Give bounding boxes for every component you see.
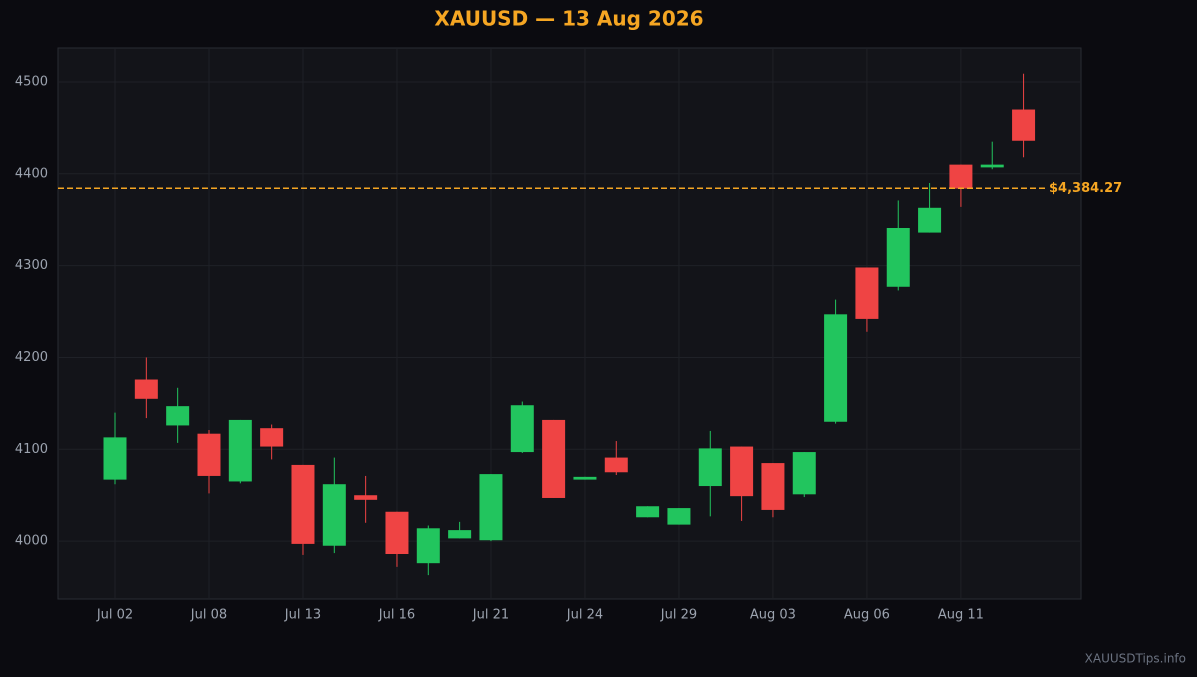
- candle-body: [1012, 109, 1036, 141]
- candle-body: [322, 484, 346, 546]
- candle-body: [416, 528, 440, 564]
- candle-body: [542, 419, 566, 498]
- x-tick-label: Jul 13: [284, 608, 321, 623]
- candle-body: [166, 406, 190, 426]
- candle-body: [949, 164, 973, 189]
- candle-body: [228, 419, 252, 482]
- candle-body: [980, 164, 1004, 168]
- candle-body: [761, 463, 785, 510]
- x-tick-label: Jul 08: [190, 608, 227, 623]
- x-tick-label: Jul 29: [660, 608, 697, 623]
- candle-body: [573, 476, 597, 480]
- candle-body: [291, 464, 315, 544]
- x-tick-label: Aug 06: [844, 608, 890, 623]
- candle-body: [448, 530, 472, 539]
- candle-body: [103, 437, 127, 480]
- candle-body: [698, 448, 722, 487]
- x-tick-label: Jul 24: [566, 608, 603, 623]
- candle-body: [636, 506, 660, 518]
- candle-body: [197, 433, 221, 476]
- x-tick-label: Aug 03: [750, 608, 796, 623]
- candle-body: [479, 474, 503, 541]
- x-tick-label: Jul 21: [472, 608, 509, 623]
- candle-body: [824, 314, 848, 422]
- candle-body: [354, 495, 378, 500]
- candle-body: [510, 405, 534, 453]
- y-tick-label: 4500: [15, 74, 48, 89]
- y-tick-label: 4000: [15, 534, 48, 549]
- y-tick-label: 4200: [15, 350, 48, 365]
- candle-body: [918, 207, 942, 233]
- reference-label: $4,384.27: [1049, 181, 1122, 196]
- y-tick-label: 4400: [15, 166, 48, 181]
- chart-title: XAUUSD — 13 Aug 2026: [434, 7, 703, 31]
- candle-body: [604, 457, 628, 473]
- y-tick-label: 4300: [15, 258, 48, 273]
- y-tick-label: 4100: [15, 442, 48, 457]
- candle-body: [260, 428, 284, 447]
- candle-body: [792, 452, 816, 495]
- candle-body: [886, 227, 910, 287]
- candle-body: [730, 446, 754, 497]
- candle-body: [667, 508, 691, 525]
- x-tick-label: Jul 16: [378, 608, 415, 623]
- candle-body: [385, 511, 409, 555]
- x-tick-label: Jul 02: [96, 608, 133, 623]
- watermark: XAUUSDTips.info: [1085, 652, 1186, 666]
- candle-body: [855, 267, 879, 319]
- plot-area: [57, 47, 1082, 600]
- x-tick-label: Aug 11: [938, 608, 984, 623]
- candle-body: [134, 379, 158, 399]
